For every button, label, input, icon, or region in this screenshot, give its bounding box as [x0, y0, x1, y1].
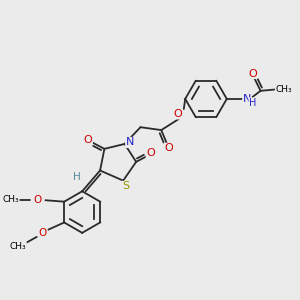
Text: H: H [249, 98, 256, 108]
Text: O: O [33, 195, 41, 205]
Text: N: N [126, 137, 134, 148]
Text: CH₃: CH₃ [275, 85, 292, 94]
Text: O: O [38, 228, 47, 238]
Text: O: O [146, 148, 155, 158]
Text: CH₃: CH₃ [2, 195, 19, 204]
Text: O: O [174, 109, 182, 119]
Text: S: S [122, 182, 129, 191]
Text: O: O [248, 68, 257, 79]
Text: H: H [73, 172, 81, 182]
Text: CH₃: CH₃ [10, 242, 26, 251]
Text: O: O [84, 135, 92, 145]
Text: O: O [164, 143, 173, 153]
Text: N: N [243, 94, 251, 104]
